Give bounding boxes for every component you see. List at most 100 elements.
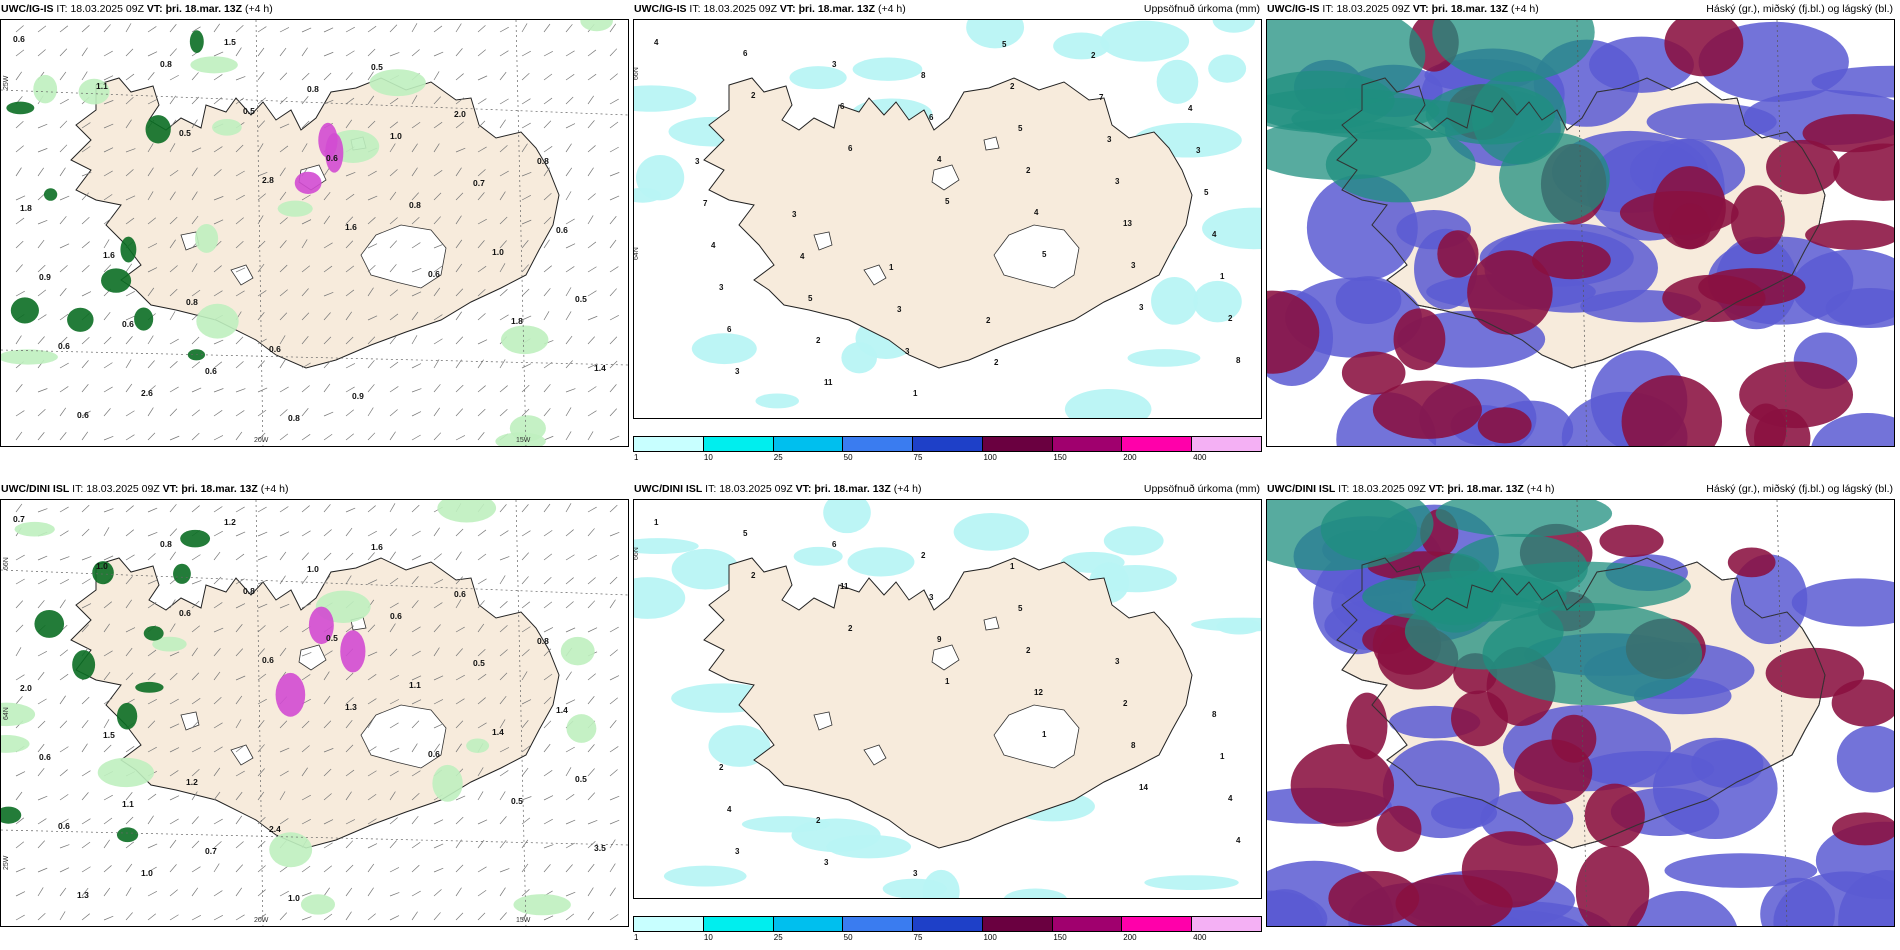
map-area[interactable]: 1 2 2 1 1 14 4 5 11 9 12 8 4 3 6 3 2 2 1 4 3 2 5 3 8 2 2 3 1 66N: [633, 499, 1262, 899]
field-blob: [1208, 54, 1247, 83]
lon-label: 15W: [516, 437, 531, 444]
colorbar-tick-label: 400: [1193, 933, 1207, 942]
field-blob: [953, 512, 1030, 551]
field-blob: [1838, 869, 1894, 926]
colorbar-tick-label: 200: [1123, 933, 1137, 942]
map-area[interactable]: [1266, 19, 1895, 447]
precip-value: 9: [937, 635, 942, 644]
precip-value: 1: [889, 263, 894, 272]
field-value: 0.8: [307, 84, 319, 94]
field-value: 0.6: [58, 821, 70, 831]
field-value: 1.1: [409, 680, 421, 690]
colorbar-tick-label: 150: [1053, 933, 1067, 942]
map-svg: 4265538664432336213161185343212354535737…: [634, 20, 1261, 418]
field-blob: [1836, 725, 1894, 793]
precip-value: 3: [695, 157, 700, 166]
field-blob: [1, 806, 22, 824]
field-value: 1.8: [20, 203, 32, 213]
map-svg: [1267, 20, 1894, 446]
field-blob: [1093, 565, 1177, 593]
precip-value: 11: [824, 378, 833, 387]
precip-value: 3: [832, 60, 837, 69]
field-blob: [1, 702, 36, 727]
field-blob: [1727, 547, 1776, 578]
field-value: 0.6: [326, 153, 338, 163]
colorbar-swatches: [633, 436, 1262, 452]
field-blob: [509, 415, 546, 442]
field-blob: [1267, 290, 1320, 374]
model-name: UWC/DINI ISL: [634, 483, 703, 495]
field-blob: [513, 894, 571, 916]
lon-label: 20W: [254, 437, 269, 444]
precip-value: 2: [751, 91, 756, 100]
field-blob: [566, 714, 597, 743]
colorbar-ticks: 1 10 25 50 75 100 150 200 400: [633, 453, 1262, 463]
field-blob: [1267, 889, 1325, 926]
field-blob: [1393, 308, 1446, 371]
lat-label: 64N: [634, 247, 640, 260]
precip-value: 4: [937, 155, 942, 164]
field-value: 0.6: [262, 655, 274, 665]
field-blob: [369, 69, 426, 97]
lat-label: 66N: [634, 547, 640, 560]
colorbar-tick-label: 400: [1193, 453, 1207, 462]
field-blob: [72, 650, 96, 680]
colorbar-tick-label: 25: [773, 933, 783, 942]
field-blob: [67, 307, 94, 332]
field-value: 0.7: [13, 514, 25, 524]
field-value: 0.5: [371, 62, 383, 72]
precip-value: 2: [719, 763, 724, 772]
map-area[interactable]: 0.6 1.1 0.5 2.8 1.6 0.6 1.8 1.4 0.6 0.8 0.5 0.6 0.8 1…: [0, 19, 629, 447]
precip-value: 3: [1107, 135, 1112, 144]
run-info: UWC/DINI ISL IT: 18.03.2025 09Z VT: þri.…: [1267, 480, 1554, 498]
field-blob: [134, 307, 154, 331]
precip-value: 3: [719, 283, 724, 292]
colorbar-tick-label: 50: [843, 453, 853, 462]
field-blob: [135, 681, 164, 693]
precip-value: 3: [824, 858, 829, 867]
precip-value: 4: [1034, 208, 1039, 217]
precip-value: 6: [832, 540, 837, 549]
field-blob: [275, 672, 306, 717]
colorbar-tick-label: 1: [634, 453, 639, 462]
model-name: UWC/DINI ISL: [1, 483, 70, 495]
precip-value: 3: [1115, 657, 1120, 666]
field-blob: [180, 529, 211, 548]
field-blob: [1212, 20, 1256, 33]
precip-value: 8: [1236, 356, 1241, 365]
colorbar-swatch: [843, 437, 914, 451]
field-value: 0.8: [186, 297, 198, 307]
lat-label: 66N: [3, 557, 10, 570]
it-time: 18.03.2025 09Z: [86, 483, 160, 495]
precip-value: 3: [897, 305, 902, 314]
field-blob: [194, 223, 219, 253]
precip-value: 3: [1139, 303, 1144, 312]
map-area[interactable]: [1266, 499, 1895, 927]
colorbar-swatch: [703, 437, 774, 451]
field-blob: [1193, 280, 1242, 323]
map-area[interactable]: 4 2 6 5 5 3 8 6 6 4 4 3 2 3 3 6 2 13 1 6 11 8 5 3 4 3 2 1 2 3 5 4 5 3 5 7 3 7…: [633, 19, 1262, 419]
field-blob: [300, 894, 336, 915]
vt-label: VT:: [795, 483, 812, 495]
field-value: 0.6: [205, 366, 217, 376]
field-blob: [691, 333, 757, 365]
field-value: 2.8: [262, 175, 274, 185]
it-time: 18.03.2025 09Z: [703, 3, 777, 15]
field-blob: [1621, 375, 1723, 446]
map-area[interactable]: 0.7 1.0 0.6 0.6 1.3 0.6 0.5 3.5 1.3 0.8 0.8 0.5 1.1 1…: [0, 499, 629, 927]
lead-time: (+4 h): [877, 3, 906, 15]
lat-label: 25W: [3, 75, 10, 90]
precip-value: 5: [808, 294, 813, 303]
field-blob: [294, 171, 322, 194]
field-blob: [1285, 277, 1422, 358]
colorbar-tick-label: 100: [983, 453, 997, 462]
field-value: 1.0: [288, 893, 300, 903]
field-blob: [1103, 526, 1164, 556]
precip-value: 7: [1099, 93, 1104, 102]
vt-label: VT:: [779, 3, 796, 15]
field-value: 2.4: [269, 824, 281, 834]
field-blob: [78, 78, 110, 105]
field-value: 2.6: [141, 388, 153, 398]
field-blob: [6, 101, 35, 115]
field-blob: [966, 20, 1025, 49]
